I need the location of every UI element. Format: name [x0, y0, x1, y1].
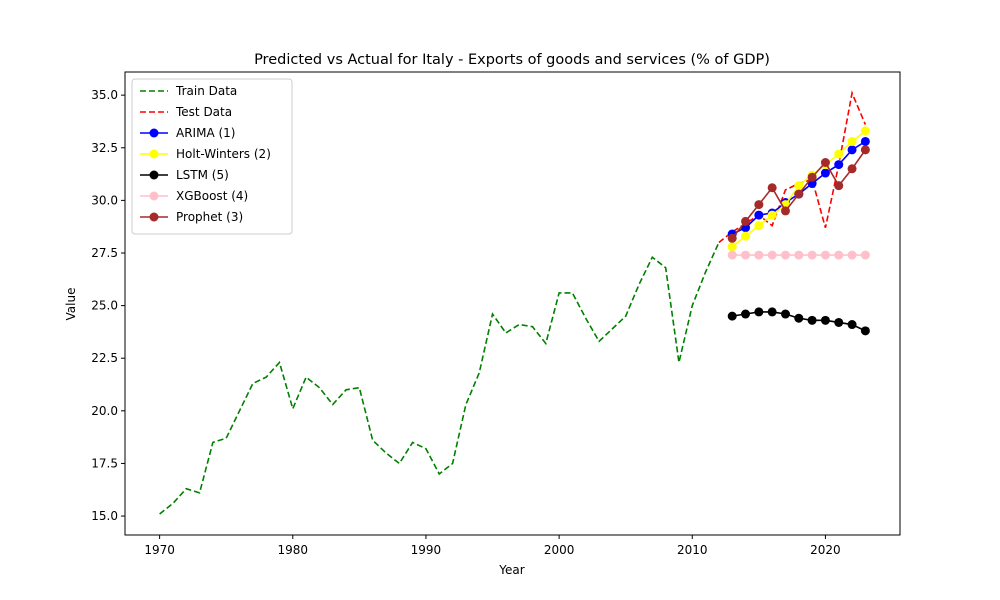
series-test-data [718, 90, 867, 244]
point-prophet-3 [727, 233, 737, 243]
point-prophet-3 [794, 189, 804, 199]
x-tick-label: 2000 [544, 543, 575, 557]
point-prophet-3 [780, 206, 790, 216]
point-holt-winters-2 [767, 210, 777, 220]
series-line-train-data [159, 242, 720, 515]
point-xgboost-4 [741, 250, 751, 260]
point-lstm-5 [820, 315, 830, 325]
legend-marker-arima-1 [149, 128, 159, 138]
x-tick-label: 1980 [278, 543, 309, 557]
point-lstm-5 [847, 320, 857, 330]
y-tick-label: 35.0 [91, 88, 118, 102]
legend-item-train-data: Train Data [140, 84, 237, 98]
y-tick-label: 27.5 [91, 246, 118, 260]
point-lstm-5 [754, 307, 764, 317]
point-xgboost-4 [754, 250, 764, 260]
point-prophet-3 [767, 183, 777, 193]
series-xgboost-4 [727, 250, 870, 260]
axes-layer: 1970 1980 1990 2000 2010 2020 15.0 17.5 20.0 22.5… [91, 71, 901, 557]
legend-label-xgboost-4: XGBoost (4) [176, 189, 248, 203]
point-holt-winters-2 [834, 149, 844, 159]
legend-label-test-data: Test Data [175, 105, 232, 119]
point-xgboost-4 [780, 250, 790, 260]
point-arima-1 [860, 136, 870, 146]
legend-item-lstm-5: LSTM (5) [140, 168, 229, 182]
y-tick-label: 15.0 [91, 509, 118, 523]
point-prophet-3 [807, 172, 817, 182]
legend-marker-holt-winters-2 [149, 149, 159, 159]
y-tick-label: 32.5 [91, 141, 118, 155]
legend-label-holt-winters-2: Holt-Winters (2) [176, 147, 271, 161]
series-train-data [159, 242, 720, 515]
point-xgboost-4 [847, 250, 857, 260]
y-tick-label: 17.5 [91, 456, 118, 470]
point-arima-1 [847, 145, 857, 155]
legend-box [131, 78, 293, 235]
point-xgboost-4 [727, 250, 737, 260]
point-xgboost-4 [767, 250, 777, 260]
y-tick-label: 25.0 [91, 299, 118, 313]
point-prophet-3 [820, 157, 830, 167]
legend-item-holt-winters-2: Holt-Winters (2) [140, 147, 271, 161]
point-xgboost-4 [834, 250, 844, 260]
y-tick-label: 22.5 [91, 351, 118, 365]
point-lstm-5 [794, 313, 804, 323]
legend-label-train-data: Train Data [175, 84, 237, 98]
point-arima-1 [820, 168, 830, 178]
point-prophet-3 [754, 200, 764, 210]
legend-marker-xgboost-4 [149, 191, 159, 201]
point-xgboost-4 [820, 250, 830, 260]
point-prophet-3 [847, 164, 857, 174]
point-lstm-5 [727, 311, 737, 321]
point-holt-winters-2 [741, 231, 751, 241]
y-axis-label: Value [64, 288, 78, 321]
point-xgboost-4 [807, 250, 817, 260]
y-tick-label: 30.0 [91, 193, 118, 207]
point-prophet-3 [860, 145, 870, 155]
point-holt-winters-2 [754, 221, 764, 231]
point-holt-winters-2 [794, 181, 804, 191]
plot-frame [124, 71, 901, 536]
point-holt-winters-2 [847, 136, 857, 146]
series-prophet-3 [727, 145, 870, 243]
legend-item-prophet-3: Prophet (3) [140, 210, 243, 224]
chart-title: Predicted vs Actual for Italy - Exports … [254, 52, 770, 68]
point-lstm-5 [834, 317, 844, 327]
series-line-test-data [718, 90, 867, 244]
legend-label-lstm-5: LSTM (5) [176, 168, 229, 182]
point-holt-winters-2 [860, 126, 870, 136]
y-tick-label: 20.0 [91, 404, 118, 418]
legend-marker-lstm-5 [149, 170, 159, 180]
legend-item-xgboost-4: XGBoost (4) [140, 189, 248, 203]
point-arima-1 [754, 210, 764, 220]
x-tick-label: 2010 [677, 543, 708, 557]
point-lstm-5 [767, 307, 777, 317]
point-holt-winters-2 [727, 242, 737, 252]
series-lstm-5 [727, 307, 870, 336]
point-prophet-3 [834, 181, 844, 191]
point-lstm-5 [860, 326, 870, 336]
point-prophet-3 [741, 216, 751, 226]
point-lstm-5 [780, 309, 790, 319]
series-holt-winters-2 [727, 126, 870, 252]
point-xgboost-4 [860, 250, 870, 260]
x-tick-label: 2020 [810, 543, 841, 557]
series-layer [159, 90, 870, 515]
legend-marker-prophet-3 [149, 212, 159, 222]
legend-label-prophet-3: Prophet (3) [176, 210, 243, 224]
point-lstm-5 [741, 309, 751, 319]
legend-label-arima-1: ARIMA (1) [176, 126, 235, 140]
point-arima-1 [834, 160, 844, 170]
point-xgboost-4 [794, 250, 804, 260]
legend: Train Data Test Data ARIMA (1) Holt-Winters… [131, 78, 293, 235]
legend-item-arima-1: ARIMA (1) [140, 126, 235, 140]
point-lstm-5 [807, 315, 817, 325]
legend-item-test-data: Test Data [140, 105, 232, 119]
x-tick-label: 1970 [144, 543, 175, 557]
x-axis-label: Year [498, 563, 524, 577]
x-tick-label: 1990 [411, 543, 442, 557]
